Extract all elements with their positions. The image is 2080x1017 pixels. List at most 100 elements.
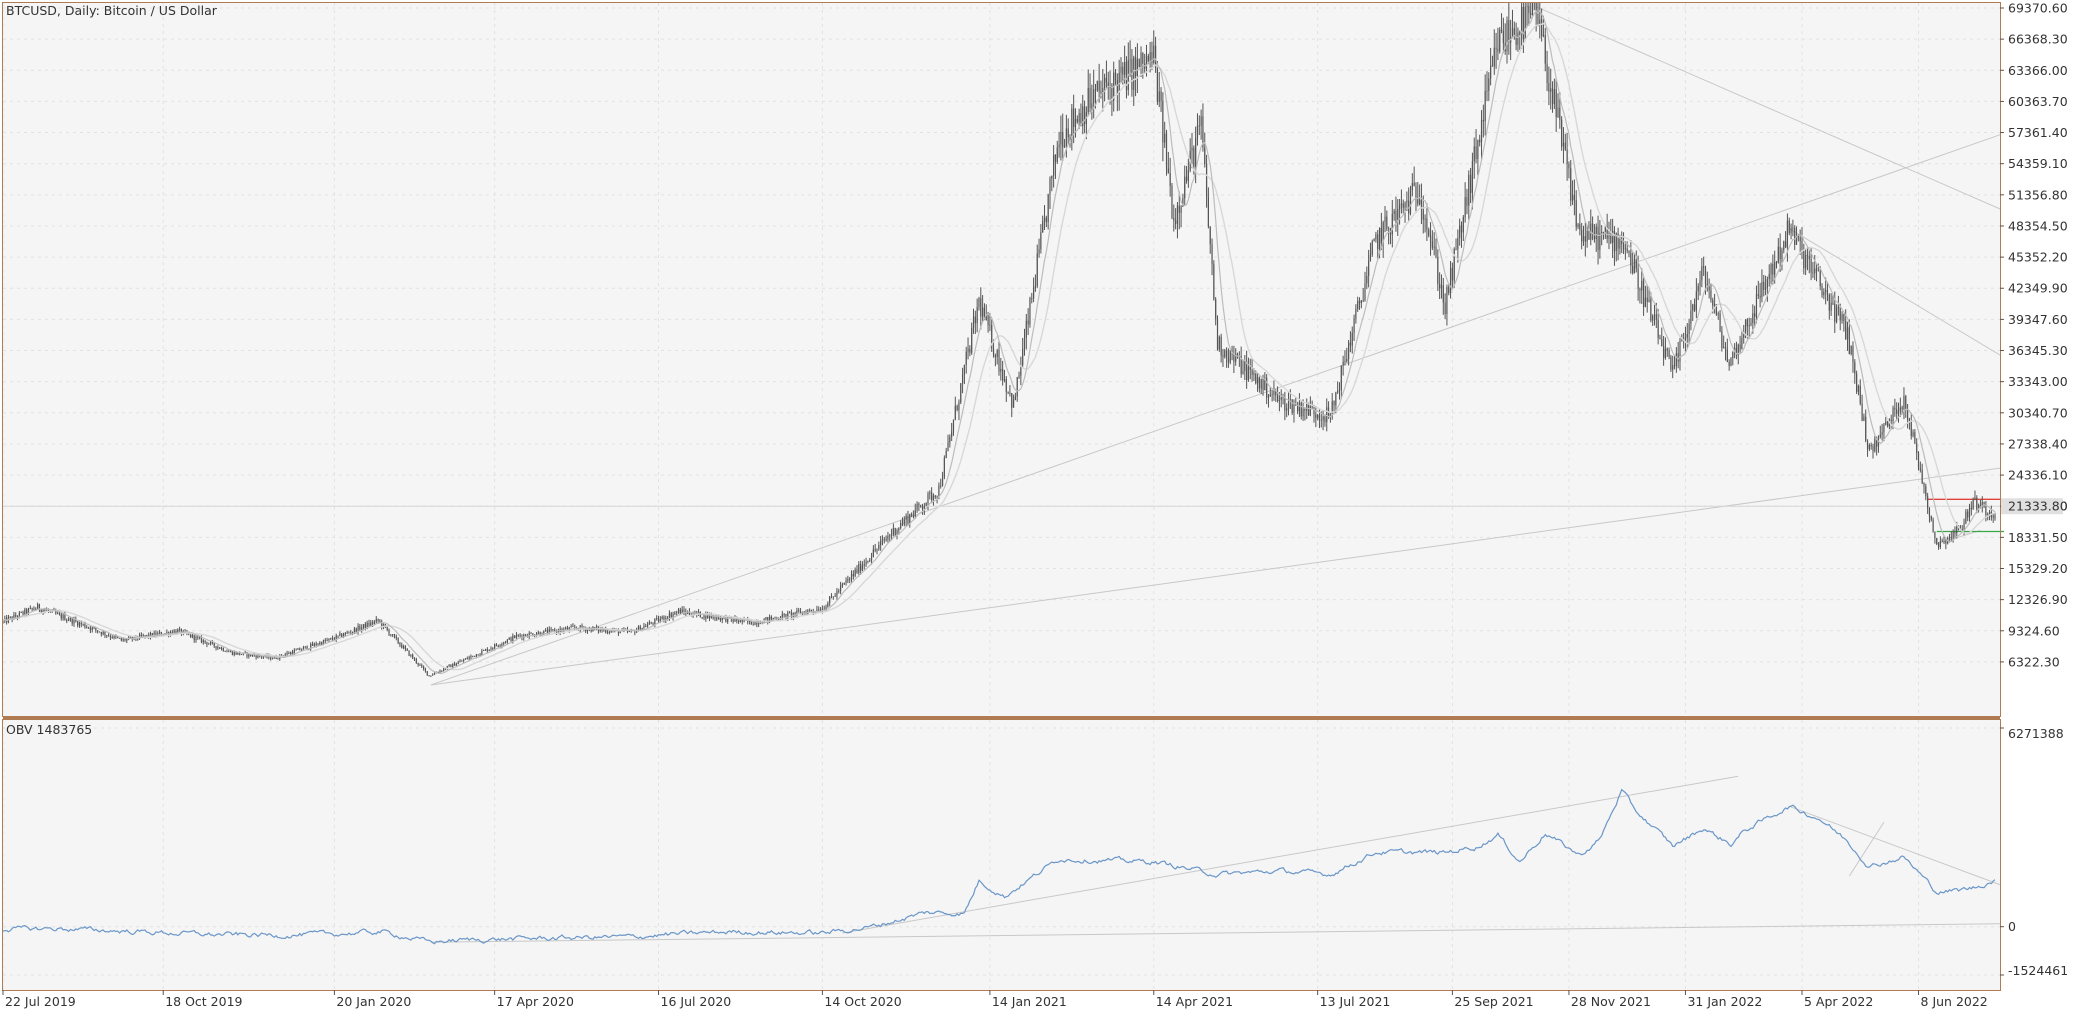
candle-body: [42, 609, 44, 612]
obv-axis[interactable]: 6271388 0 -1524461: [2000, 726, 2068, 978]
candle-body: [1744, 319, 1747, 332]
candle-body: [1080, 113, 1082, 127]
candle-body: [1107, 82, 1109, 89]
candle-body: [366, 622, 368, 628]
candle-body: [86, 627, 88, 629]
candle-body: [1442, 285, 1444, 303]
candle-body: [985, 314, 987, 320]
candle-body: [1837, 306, 1840, 308]
candle-body: [1062, 132, 1064, 148]
candle-body: [1624, 248, 1626, 250]
candle-body: [1985, 505, 1987, 516]
candle-body: [739, 619, 742, 622]
candle-body: [64, 614, 66, 621]
candle-body: [457, 662, 459, 664]
time-tick-label: 14 Apr 2021: [1156, 994, 1233, 1009]
candle-body: [1253, 373, 1255, 375]
candle-body: [1003, 379, 1006, 381]
candle-body: [1038, 249, 1040, 254]
candle-body: [1260, 379, 1262, 389]
candle-body: [934, 495, 936, 498]
price-tick-label: 48354.50: [2008, 218, 2068, 233]
candle-body: [745, 619, 747, 620]
candle-body: [1939, 541, 1941, 548]
candle-body: [1856, 373, 1858, 392]
candle-body: [1207, 197, 1209, 227]
candle-body: [324, 640, 326, 642]
candle-body: [1255, 373, 1257, 384]
candle-body: [335, 635, 337, 640]
candle-body: [1908, 419, 1911, 422]
candle-body: [1158, 91, 1160, 102]
candle-body: [825, 606, 827, 610]
candle-body: [661, 616, 663, 620]
candle-body: [75, 619, 77, 622]
candle-body: [246, 652, 248, 657]
trendlines: [430, 6, 2000, 943]
candle-body: [506, 639, 508, 643]
candle-body: [1311, 406, 1313, 408]
candle-body: [898, 528, 900, 531]
candle-body: [989, 324, 991, 326]
candle-body: [1513, 28, 1515, 37]
candle-body: [1520, 6, 1523, 36]
candle-body: [1320, 419, 1322, 421]
candle-body: [27, 608, 30, 614]
candle-body: [1746, 319, 1748, 327]
time-tick-label: 22 Jul 2019: [5, 994, 76, 1009]
candle-body: [1726, 349, 1728, 363]
candle-body: [1914, 432, 1916, 444]
candle-body: [750, 620, 752, 625]
candle-body: [1297, 404, 1299, 412]
candle-body: [18, 612, 20, 617]
price-axis[interactable]: 69370.60 66368.30 63366.00 60363.70 57361.40…: [2000, 1, 2068, 670]
candle-body: [109, 635, 112, 638]
price-pane[interactable]: [3, 3, 2000, 716]
candle-body: [1923, 483, 1925, 487]
candle-body: [1903, 396, 1905, 410]
price-tick-label: 24336.10: [2008, 468, 2068, 483]
candle-body: [1020, 365, 1022, 376]
candle-body: [1768, 274, 1770, 280]
candle-body: [131, 636, 133, 640]
candle-body: [1772, 263, 1774, 275]
candle-body: [1100, 91, 1102, 94]
candle-body: [1449, 267, 1452, 293]
candle-body: [741, 619, 743, 622]
candle-body: [1266, 377, 1268, 398]
time-axis[interactable]: 22 Jul 2019 18 Oct 2019 20 Jan 2020 17 Apr …: [2, 990, 1988, 1009]
candle-body: [758, 622, 760, 625]
candle-body: [789, 612, 791, 614]
candle-body: [472, 655, 474, 657]
candle-body: [1286, 408, 1288, 411]
candle-body: [120, 638, 122, 641]
candle-body: [1459, 225, 1461, 238]
candle-body: [213, 642, 215, 647]
candle-body: [1446, 287, 1448, 315]
candle-body: [228, 651, 230, 653]
obv-series-line: [3, 788, 1996, 945]
time-tick-label: 25 Sep 2021: [1454, 994, 1533, 1009]
candle-body: [1965, 511, 1967, 524]
candle-body: [124, 639, 126, 641]
candle-body: [188, 633, 190, 635]
candle-body: [1754, 313, 1756, 317]
candle-body: [111, 637, 113, 639]
candle-body: [1178, 205, 1180, 213]
candle-body: [503, 642, 505, 644]
candle-body: [863, 564, 865, 566]
price-tick-label: 57361.40: [2008, 125, 2068, 140]
candle-body: [1145, 55, 1148, 69]
candle-body: [452, 663, 454, 668]
candle-body: [1710, 290, 1712, 300]
candle-body: [1788, 220, 1790, 234]
candle-body: [3, 620, 4, 622]
candle-body: [1071, 108, 1073, 139]
candle-body: [1821, 286, 1823, 296]
candle-body: [832, 596, 834, 598]
candle-body: [348, 632, 350, 634]
obv-pane[interactable]: [3, 720, 2000, 990]
candle-body: [33, 608, 35, 610]
